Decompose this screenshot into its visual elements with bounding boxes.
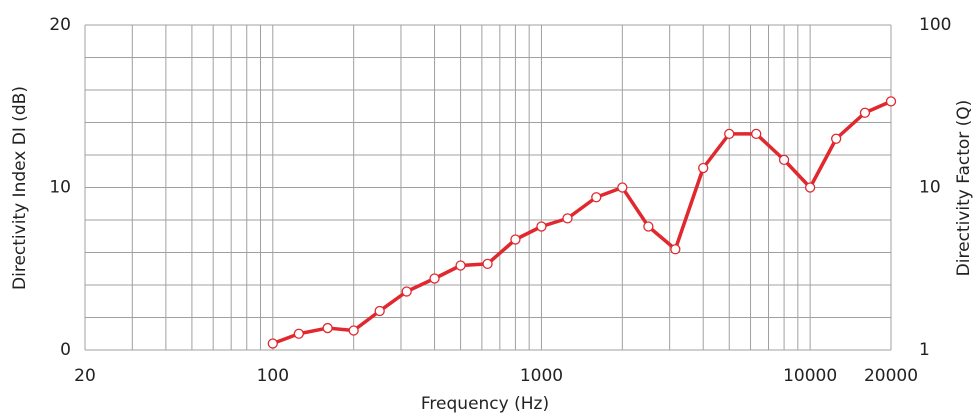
y2-tick-label: 1 [919, 340, 930, 360]
data-point [885, 96, 897, 107]
data-point [831, 133, 842, 144]
data-point [536, 221, 547, 232]
x-tick-label: 10000 [783, 366, 837, 386]
y-tick-label: 10 [49, 178, 71, 198]
data-point [455, 260, 466, 271]
y-axis-label: Directivity Index DI (dB) [10, 86, 30, 290]
data-point [562, 213, 573, 224]
data-point [322, 322, 333, 334]
x-tick-label: 100 [257, 366, 289, 386]
x-axis-label: Frequency (Hz) [421, 394, 549, 414]
data-point [751, 128, 762, 140]
data-point [859, 107, 871, 118]
data-point [348, 325, 359, 336]
data-point [724, 128, 735, 140]
data-point [617, 182, 628, 193]
x-tick-label: 20 [74, 366, 96, 386]
data-point [643, 221, 654, 232]
data-point [482, 258, 493, 270]
data-point [267, 338, 278, 349]
y2-axis-label: Directivity Factor (Q) [954, 100, 974, 277]
x-tick-label: 1000 [520, 366, 563, 386]
y-tick-label: 0 [60, 340, 71, 360]
data-point [510, 234, 521, 245]
data-point [293, 328, 304, 339]
data-point [374, 305, 385, 317]
y2-tick-label: 100 [919, 15, 951, 35]
data-point [778, 154, 790, 166]
y-tick-label: 20 [49, 15, 71, 35]
data-point [698, 162, 709, 174]
data-point [591, 192, 602, 203]
y2-tick-label: 10 [919, 178, 941, 198]
x-tick-label: 20000 [864, 366, 918, 386]
data-point [429, 273, 440, 284]
data-point [804, 182, 816, 193]
data-point [670, 244, 681, 255]
data-point [401, 286, 412, 297]
data-line [272, 99, 892, 346]
